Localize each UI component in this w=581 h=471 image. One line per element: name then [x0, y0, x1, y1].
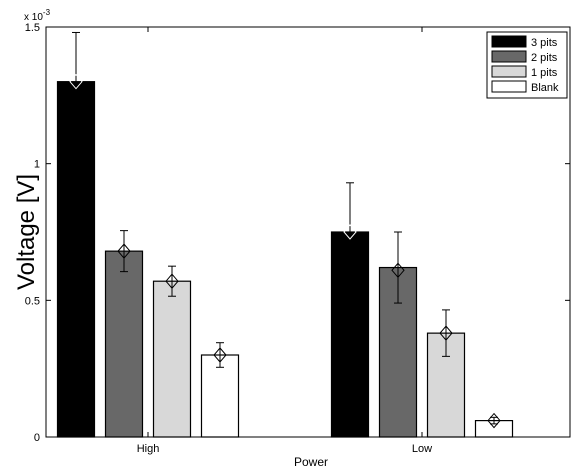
y-axis-label: Voltage [V]: [13, 174, 40, 290]
x-axis-label: Power: [294, 455, 328, 469]
plot-frame: [45, 26, 571, 438]
y-multiplier-exponent: -3: [43, 8, 51, 17]
diamond-marker: [487, 412, 501, 429]
bar-low-2: [426, 332, 466, 438]
y-axis: 0 0.5 1 1.5: [25, 22, 570, 444]
diamond-marker: [69, 73, 83, 90]
error-bars-layer: [72, 31, 498, 425]
y-axis-multiplier: x 10-3: [24, 8, 51, 23]
diamond-marker: [213, 347, 227, 363]
diamond-marker: [343, 224, 357, 240]
y-multiplier-base: x 10: [24, 12, 43, 23]
diamond-marker: [439, 325, 453, 341]
legend-entry-label: 2 pits: [531, 52, 558, 64]
legend: 3 pits 2 pits 1 pits Blank: [486, 31, 568, 99]
bar-high-2: [152, 280, 192, 438]
bar-high-0: [56, 81, 96, 438]
x-tick-label: Low: [412, 443, 432, 455]
x-tick-label: High: [137, 443, 160, 455]
legend-swatch: [491, 65, 527, 78]
legend-swatch: [491, 50, 527, 63]
y-tick-label: 1: [34, 159, 40, 171]
bar-high-3: [200, 354, 240, 438]
markers-layer: [69, 73, 501, 429]
y-tick-label: 1.5: [25, 22, 40, 34]
diamond-marker: [165, 273, 179, 289]
legend-swatch: [491, 80, 527, 93]
diamond-marker: [117, 243, 131, 259]
legend-entry-label: 3 pits: [531, 37, 558, 49]
legend-entry-label: 1 pits: [531, 67, 558, 79]
bar-high-1: [104, 250, 144, 438]
y-tick-label: 0.5: [25, 295, 40, 307]
y-tick-label: 0: [34, 432, 40, 444]
bars-layer: [56, 81, 514, 438]
legend-entry-label: Blank: [531, 82, 559, 94]
legend-swatch: [491, 35, 527, 48]
diamond-marker: [391, 262, 405, 279]
x-axis: High Low: [137, 27, 432, 455]
